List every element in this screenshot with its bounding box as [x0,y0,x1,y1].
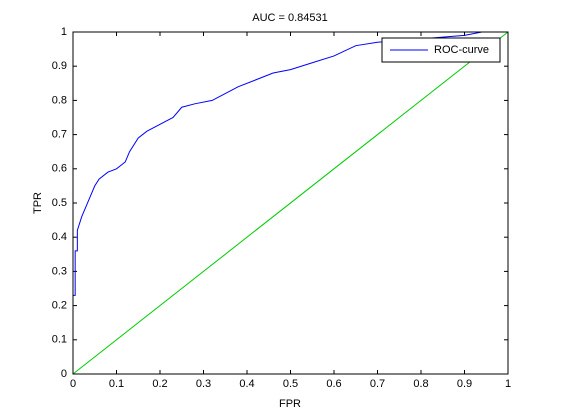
x-tick-label: 0.9 [457,378,472,390]
y-tick-label: 0.1 [52,334,67,346]
series-line [72,31,485,374]
y-tick-label: 0.3 [52,265,67,277]
x-tick-label: 0.6 [326,378,341,390]
x-tick-label: 1 [505,378,511,390]
y-tick-label: 0.2 [52,300,67,312]
x-tick-label: 0.2 [152,378,167,390]
y-tick-label: 0.8 [52,94,67,106]
x-axis-label: FPR [279,398,301,410]
chart-title: AUC = 0.84531 [252,12,328,24]
series-line [72,31,509,375]
y-tick-label: 0.9 [52,60,67,72]
y-axis-label: TPR [32,192,44,214]
x-tick-label: 0.3 [196,378,211,390]
x-tick-label: 0 [70,378,76,390]
x-tick-label: 0.5 [283,378,298,390]
x-tick-label: 0.7 [370,378,385,390]
x-tick-label: 0.1 [109,378,124,390]
y-tick-label: 1 [61,26,67,38]
x-tick-label: 0.4 [239,378,254,390]
y-tick-label: 0.6 [52,163,67,175]
y-tick-label: 0.5 [52,197,67,209]
y-tick-label: 0.4 [52,231,67,243]
y-tick-label: 0 [61,368,67,380]
y-tick-label: 0.7 [52,129,67,141]
x-tick-label: 0.8 [413,378,428,390]
legend-label: ROC-curve [434,44,489,56]
axes-box [72,31,509,375]
